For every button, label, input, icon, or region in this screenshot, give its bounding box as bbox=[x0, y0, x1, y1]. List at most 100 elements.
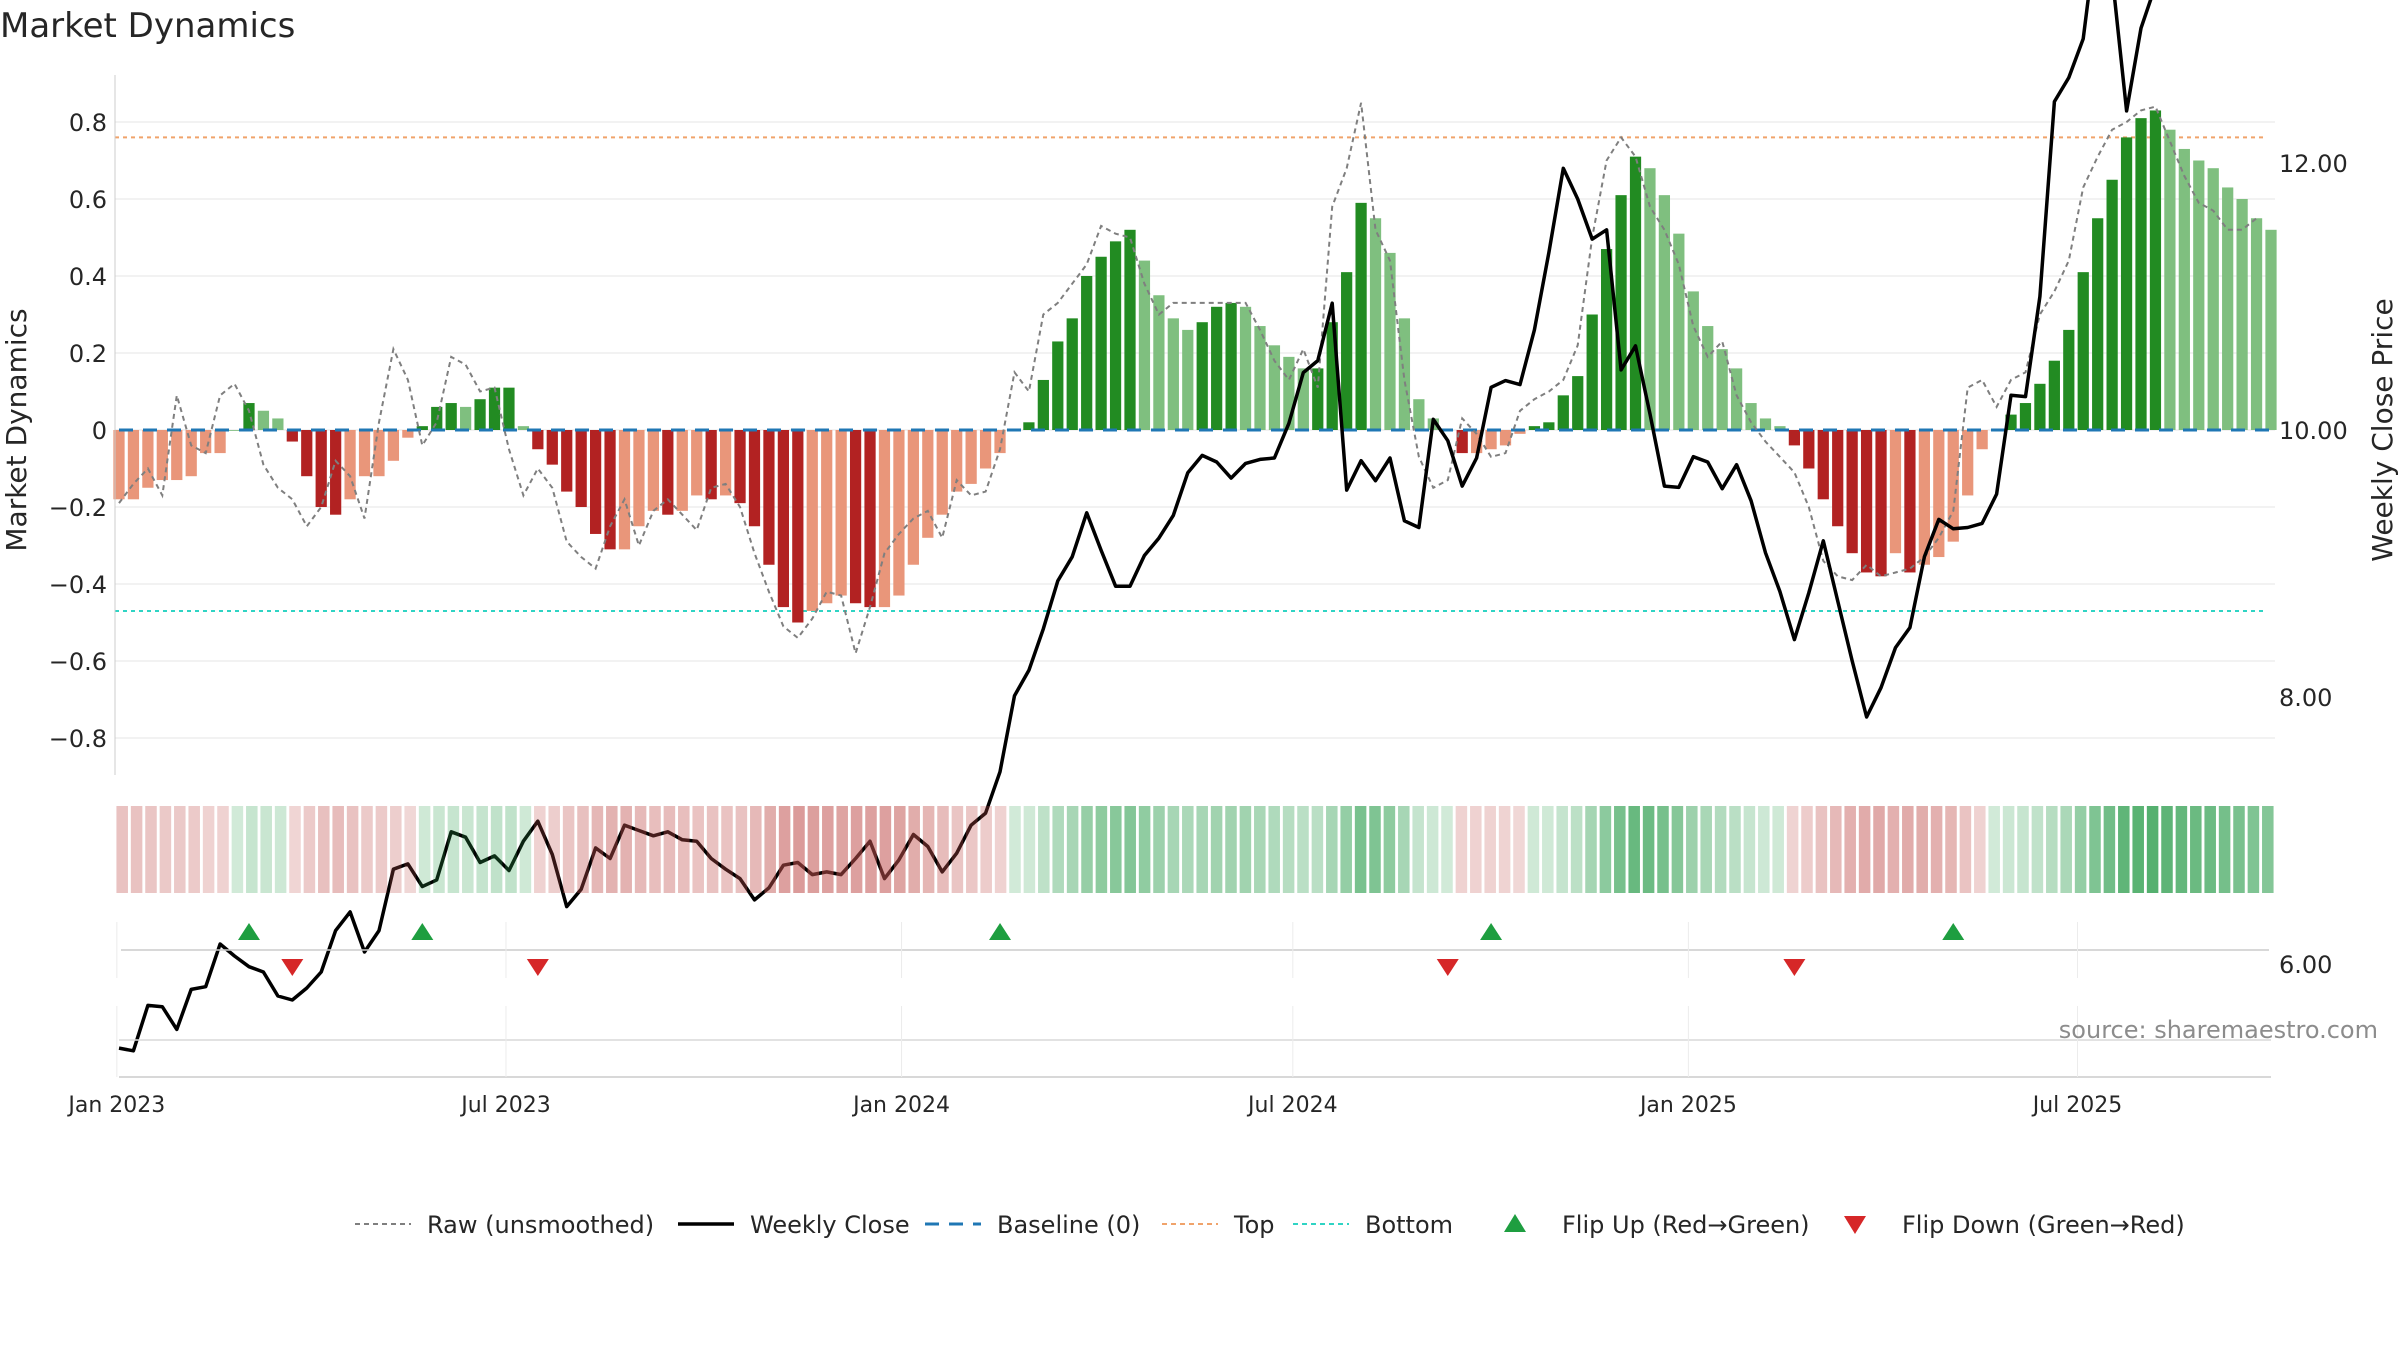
y-left-tick-label: 0.8 bbox=[69, 109, 107, 137]
y-left-axis-label: Market Dynamics bbox=[0, 308, 33, 551]
dynamics-bar bbox=[1803, 430, 1815, 469]
regime-strip-cell bbox=[620, 806, 632, 893]
dynamics-bar bbox=[503, 387, 515, 430]
regime-strip-cell bbox=[1614, 806, 1626, 893]
dynamics-bar bbox=[2077, 272, 2089, 430]
dynamics-bar bbox=[1860, 430, 1873, 573]
regime-strip-cell bbox=[1354, 806, 1367, 893]
regime-strip-cell bbox=[1210, 806, 1223, 893]
regime-strip-cell bbox=[1110, 806, 1122, 893]
legend-label: Flip Up (Red→Green) bbox=[1562, 1211, 1810, 1239]
dynamics-bar bbox=[1601, 249, 1613, 430]
legend-label: Baseline (0) bbox=[997, 1211, 1140, 1239]
regime-strip-cell bbox=[202, 806, 215, 893]
regime-strip-cell bbox=[1282, 806, 1295, 893]
dynamics-bar bbox=[1889, 430, 1902, 554]
regime-strip-cell bbox=[447, 806, 460, 893]
legend-label: Flip Down (Green→Red) bbox=[1902, 1211, 2185, 1239]
regime-strip-cell bbox=[2017, 806, 2029, 893]
dynamics-bar bbox=[142, 430, 154, 488]
legend-item-flip_down: Flip Down (Green→Red) bbox=[1844, 1211, 2185, 1239]
dynamics-bar bbox=[1687, 291, 1699, 430]
regime-strip-cell bbox=[1470, 806, 1482, 893]
dynamics-bar bbox=[1644, 168, 1656, 430]
regime-strip-cell bbox=[850, 806, 863, 893]
axes: 0.80.60.40.20−0.2−0.4−0.6−0.814.0012.001… bbox=[0, 75, 2399, 979]
regime-strip-cell bbox=[1124, 806, 1136, 893]
regime-strip-cell bbox=[159, 806, 172, 893]
dynamics-bar bbox=[922, 430, 934, 538]
dynamics-bar bbox=[1788, 430, 1800, 446]
regime-strip-cell bbox=[2146, 806, 2159, 893]
regime-strip-cell bbox=[1714, 806, 1727, 893]
dynamics-bar bbox=[243, 403, 255, 430]
legend-label: Bottom bbox=[1365, 1211, 1453, 1239]
legend-label: Weekly Close bbox=[750, 1211, 910, 1239]
regime-strip-cell bbox=[1254, 806, 1266, 893]
dynamics-bar bbox=[1904, 430, 1916, 573]
regime-strip-cell bbox=[735, 806, 748, 893]
regime-strip-cell bbox=[1268, 806, 1280, 893]
regime-strip-cell bbox=[1570, 806, 1583, 893]
regime-strip-cell bbox=[1743, 806, 1756, 893]
dynamics-bar bbox=[344, 430, 356, 500]
regime-strip-cell bbox=[634, 806, 647, 893]
dynamics-bar bbox=[1514, 430, 1526, 434]
dynamics-bar bbox=[2222, 187, 2234, 430]
dynamics-bar bbox=[1730, 368, 1743, 430]
regime-strip-cell bbox=[289, 806, 301, 893]
dynamics-bar bbox=[691, 430, 703, 496]
dynamics-bar bbox=[1052, 341, 1064, 430]
regime-strip-cell bbox=[1095, 806, 1108, 893]
dynamics-bar bbox=[1124, 229, 1136, 430]
legend-flip-down-icon bbox=[1844, 1216, 1866, 1234]
regime-strip-cell bbox=[2262, 806, 2274, 893]
dynamics-bar bbox=[864, 430, 876, 608]
dynamics-bar bbox=[907, 430, 919, 565]
dynamics-bar bbox=[2106, 179, 2118, 430]
regime-strip-cell bbox=[1801, 806, 1813, 893]
regime-strip-cell bbox=[2247, 806, 2260, 893]
dynamics-bar bbox=[416, 426, 428, 430]
regime-strip-cell bbox=[1902, 806, 1914, 893]
regime-strip-cell bbox=[1311, 806, 1324, 893]
dynamics-bar bbox=[1066, 318, 1078, 430]
regime-strip-cell bbox=[1052, 806, 1064, 893]
regime-strip-cell bbox=[562, 806, 575, 893]
regime-strip-cell bbox=[908, 806, 920, 893]
dynamics-bar bbox=[1138, 260, 1151, 430]
dynamics-bar bbox=[517, 426, 530, 430]
regime-strip-cell bbox=[1930, 806, 1943, 893]
regime-strip-cell bbox=[1556, 806, 1568, 893]
regime-strip-cell bbox=[130, 806, 143, 893]
regime-strip-cell bbox=[966, 806, 978, 893]
regime-strip-cell bbox=[1988, 806, 2000, 893]
dynamics-bar bbox=[1528, 426, 1541, 430]
regime-strip-cell bbox=[1383, 806, 1396, 893]
regime-strip-cell bbox=[231, 806, 244, 893]
legend-label: Top bbox=[1233, 1211, 1275, 1239]
regime-strip-cell bbox=[1729, 806, 1741, 893]
regime-strip-cell bbox=[217, 806, 229, 893]
regime-strip bbox=[116, 806, 2274, 893]
legend-item-raw: Raw (unsmoothed) bbox=[355, 1211, 654, 1239]
flip-down-marker bbox=[281, 959, 304, 976]
dynamics-bar bbox=[1153, 295, 1165, 430]
dynamics-bar bbox=[2063, 329, 2075, 430]
regime-strip-cell bbox=[404, 806, 416, 893]
regime-strip-cell bbox=[1758, 806, 1770, 893]
dynamics-bar bbox=[618, 430, 631, 550]
regime-strip-cell bbox=[577, 806, 589, 893]
dynamics-bar bbox=[2193, 160, 2205, 430]
dynamics-bar bbox=[2120, 137, 2133, 430]
regime-strip-cell bbox=[332, 806, 344, 893]
dynamics-bar bbox=[1341, 272, 1353, 430]
regime-strip-cell bbox=[1426, 806, 1439, 893]
regime-strip-cell bbox=[1585, 806, 1597, 893]
regime-strip-cell bbox=[1642, 806, 1655, 893]
regime-strip-cell bbox=[678, 806, 690, 893]
dynamics-bar bbox=[1369, 218, 1382, 430]
regime-strip-cell bbox=[1326, 806, 1338, 893]
legend-item-baseline: Baseline (0) bbox=[925, 1211, 1140, 1239]
dynamics-bar bbox=[633, 430, 645, 527]
